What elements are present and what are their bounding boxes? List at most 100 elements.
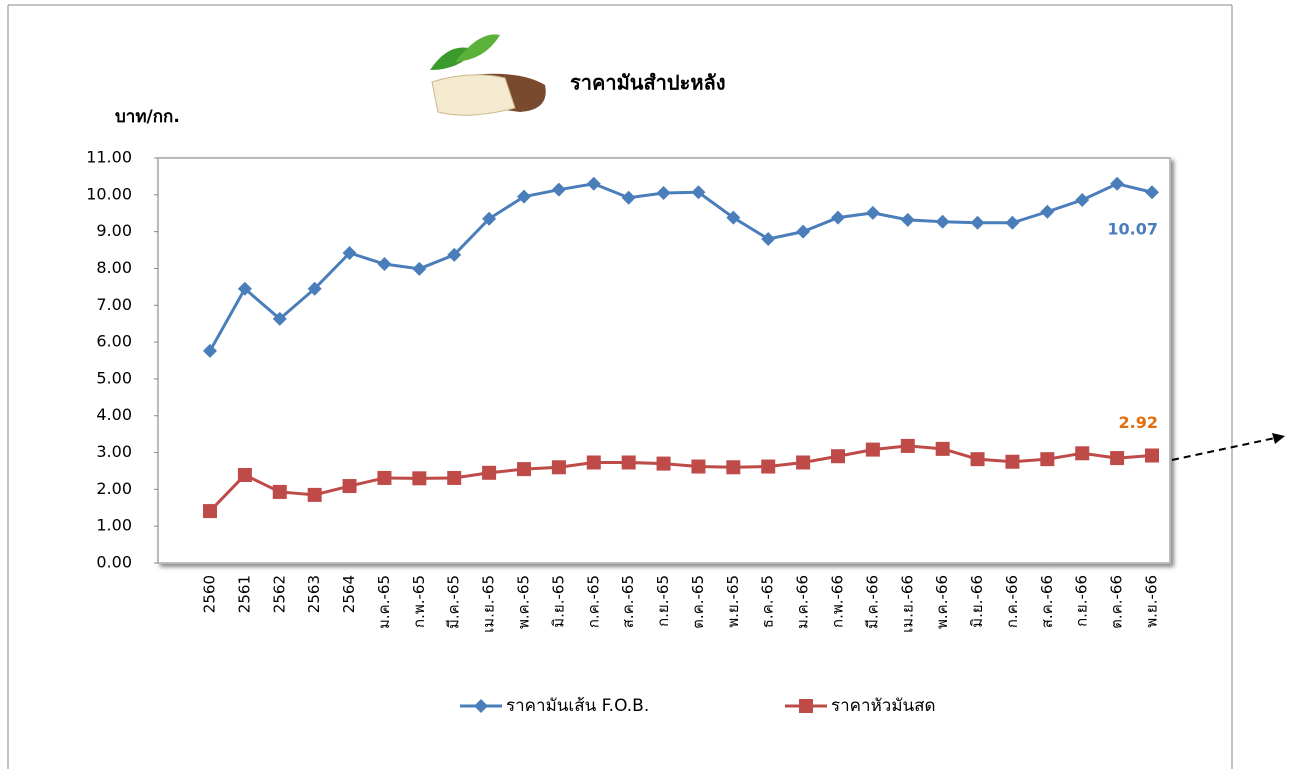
marker — [517, 189, 531, 204]
marker — [377, 257, 392, 272]
y-tick-label: 11.00 — [86, 148, 132, 167]
y-tick-label: 0.00 — [96, 553, 132, 572]
marker — [1075, 446, 1090, 461]
marker — [586, 176, 601, 191]
marker — [377, 470, 392, 485]
data-label: 10.07 — [1107, 220, 1158, 239]
marker — [831, 210, 845, 225]
marker — [900, 212, 915, 227]
x-tick-label: ก.พ.-65 — [410, 575, 428, 628]
x-tick-label: มิ.ย.-66 — [968, 575, 986, 628]
marker — [1075, 192, 1090, 207]
x-tick-label: ส.ค.-65 — [619, 575, 637, 628]
series — [203, 438, 1159, 519]
marker — [412, 261, 427, 276]
x-tick-label: พ.ค.-65 — [515, 575, 533, 629]
marker — [272, 484, 287, 499]
x-tick-label: มิ.ย.-65 — [549, 575, 567, 628]
cassava-icon — [430, 34, 546, 116]
plot-area — [157, 157, 1171, 564]
y-tick-label: 1.00 — [96, 516, 132, 535]
marker — [761, 459, 776, 474]
legend-label: ราคาหัวมันสด — [831, 696, 936, 716]
marker — [203, 504, 217, 519]
x-tick-label: มี.ค.-65 — [445, 575, 463, 629]
marker — [307, 281, 322, 296]
marker — [586, 455, 601, 470]
x-tick-label: พ.ค.-66 — [933, 575, 951, 629]
x-tick-label: เม.ย.-65 — [480, 575, 498, 633]
x-tick-label: 2563 — [305, 575, 323, 613]
marker — [482, 465, 497, 480]
marker — [307, 487, 322, 502]
marker — [1110, 176, 1125, 191]
chart-title: ราคามันสำปะหลัง — [570, 71, 726, 95]
marker — [970, 452, 985, 467]
line — [208, 182, 1153, 352]
y-tick-label: 3.00 — [96, 442, 132, 461]
marker — [237, 281, 252, 296]
marker — [970, 215, 985, 230]
marker — [691, 459, 706, 474]
data-label: 2.92 — [1119, 413, 1158, 432]
marker — [865, 442, 880, 457]
legend-label: ราคามันเส้น F.O.B. — [506, 696, 649, 716]
marker — [865, 205, 880, 220]
x-tick-label: ก.พ.-66 — [829, 575, 847, 628]
marker — [656, 185, 671, 200]
marker — [342, 479, 357, 494]
marker — [691, 185, 706, 200]
legend-marker — [474, 699, 488, 713]
x-tick-label: ส.ค.-66 — [1038, 575, 1056, 628]
x-tick-label: เม.ย.-66 — [898, 575, 916, 633]
marker — [482, 211, 497, 226]
x-tick-label: ต.ค.-65 — [689, 575, 707, 629]
marker — [1040, 452, 1055, 467]
marker — [551, 460, 566, 475]
x-tick-label: 2562 — [270, 575, 288, 613]
marker — [900, 438, 915, 453]
x-tick-label: ม.ค.-66 — [794, 575, 812, 629]
legend-marker — [799, 699, 813, 713]
y-tick-label: 6.00 — [96, 332, 132, 351]
x-tick-label: ก.ค.-65 — [584, 575, 602, 628]
marker — [621, 455, 636, 470]
marker — [1005, 454, 1020, 469]
x-tick-label: 2564 — [340, 575, 358, 613]
marker — [761, 232, 776, 246]
legend-item: ราคาหัวมันสด — [785, 696, 936, 716]
marker — [1005, 215, 1020, 230]
marker — [1145, 448, 1159, 463]
marker — [796, 455, 811, 470]
y-tick-label: 8.00 — [96, 258, 132, 277]
marker — [412, 471, 427, 486]
marker — [1040, 204, 1055, 219]
x-tick-label: 2561 — [235, 575, 253, 613]
legend-item: ราคามันเส้น F.O.B. — [460, 696, 649, 716]
marker — [1145, 185, 1159, 200]
y-tick-label: 7.00 — [96, 295, 132, 314]
marker — [935, 441, 950, 456]
marker — [796, 224, 811, 239]
series — [203, 176, 1159, 358]
marker — [203, 343, 217, 358]
x-tick-label: ก.ย.-66 — [1073, 575, 1091, 627]
marker — [342, 245, 357, 260]
arrow — [1171, 433, 1285, 461]
marker — [726, 210, 741, 225]
x-tick-label: ธ.ค.-65 — [759, 575, 777, 628]
x-tick-label: 2560 — [201, 575, 219, 613]
marker — [517, 462, 531, 477]
marker — [272, 311, 287, 326]
y-tick-label: 10.00 — [86, 184, 132, 203]
marker — [551, 182, 566, 197]
marker — [447, 247, 462, 262]
marker — [726, 460, 741, 475]
x-tick-label: พ.ย.-66 — [1143, 575, 1161, 628]
marker — [1110, 451, 1125, 466]
marker — [831, 449, 845, 464]
y-tick-label: 9.00 — [96, 221, 132, 240]
line — [208, 444, 1153, 513]
marker — [935, 214, 950, 229]
